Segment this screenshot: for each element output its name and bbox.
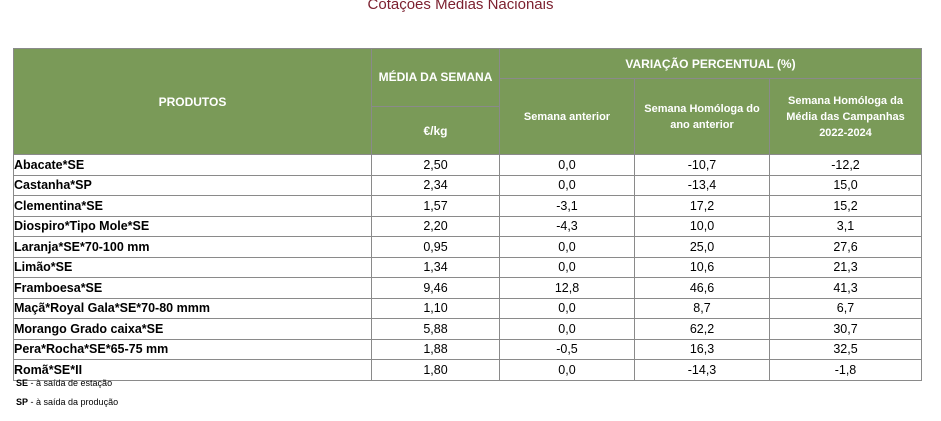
cell-var-semana: -3,1 <box>499 195 635 217</box>
cell-var-ano: 8,7 <box>634 297 770 319</box>
table-row: Pera*Rocha*SE*65-75 mm 1,88 -0,5 16,3 32,5 <box>13 338 922 360</box>
cell-media: 1,10 <box>371 297 500 319</box>
cell-var-campanhas: 41,3 <box>769 277 922 299</box>
footnote-abbr: SE <box>16 378 29 388</box>
cell-var-campanhas: 3,1 <box>769 215 922 237</box>
cell-media: 1,57 <box>371 195 500 217</box>
cell-var-campanhas: 27,6 <box>769 236 922 258</box>
cell-produto: Maçã*Royal Gala*SE*70-80 mmm <box>13 297 372 319</box>
cell-produto: Morango Grado caixa*SE <box>13 318 372 340</box>
table-row: Laranja*SE*70-100 mm 0,95 0,0 25,0 27,6 <box>13 236 922 258</box>
footnote-text: - à saída de estação <box>28 378 113 388</box>
prices-table: PRODUTOS MÉDIA DA SEMANA VARIAÇÃO PERCEN… <box>13 48 922 381</box>
cell-var-ano: -13,4 <box>634 174 770 196</box>
cell-var-ano: -10,7 <box>634 154 770 176</box>
cell-var-campanhas: 6,7 <box>769 297 922 319</box>
table-row: Morango Grado caixa*SE 5,88 0,0 62,2 30,7 <box>13 318 922 340</box>
cell-media: 1,34 <box>371 256 500 278</box>
cell-var-semana: 0,0 <box>499 318 635 340</box>
cell-media: 2,34 <box>371 174 500 196</box>
footnote-text: - à saída da produção <box>28 397 119 407</box>
cell-media: 9,46 <box>371 277 500 299</box>
cell-var-ano: 10,6 <box>634 256 770 278</box>
cell-var-ano: 16,3 <box>634 338 770 360</box>
table-row: Castanha*SP 2,34 0,0 -13,4 15,0 <box>13 174 922 196</box>
cell-var-semana: 0,0 <box>499 256 635 278</box>
cell-produto: Laranja*SE*70-100 mm <box>13 236 372 258</box>
cell-var-semana: 0,0 <box>499 174 635 196</box>
cell-produto: Castanha*SP <box>13 174 372 196</box>
cell-var-ano: 17,2 <box>634 195 770 217</box>
footnotes: SE - à saída de estação SP - à saída da … <box>16 378 118 416</box>
cell-media: 5,88 <box>371 318 500 340</box>
cell-var-campanhas: 15,2 <box>769 195 922 217</box>
cell-var-campanhas: 21,3 <box>769 256 922 278</box>
cell-var-semana: -4,3 <box>499 215 635 237</box>
cell-media: 0,95 <box>371 236 500 258</box>
cell-var-campanhas: -1,8 <box>769 359 922 381</box>
table-row: Maçã*Royal Gala*SE*70-80 mmm 1,10 0,0 8,7 6,… <box>13 297 922 319</box>
cell-var-semana: 0,0 <box>499 236 635 258</box>
cell-var-ano: 25,0 <box>634 236 770 258</box>
cell-var-ano: 62,2 <box>634 318 770 340</box>
footnote-sp: SP - à saída da produção <box>16 397 118 416</box>
cell-media: 2,50 <box>371 154 500 176</box>
table-row: Framboesa*SE 9,46 12,8 46,6 41,3 <box>13 277 922 299</box>
cell-var-campanhas: 15,0 <box>769 174 922 196</box>
header-media-semana: MÉDIA DA SEMANA <box>371 48 500 107</box>
cell-var-semana: 12,8 <box>499 277 635 299</box>
footnote-se: SE - à saída de estação <box>16 378 118 397</box>
table-row: Abacate*SE 2,50 0,0 -10,7 -12,2 <box>13 154 922 176</box>
header-semana-anterior: Semana anterior <box>499 78 635 155</box>
cell-produto: Framboesa*SE <box>13 277 372 299</box>
cell-var-semana: -0,5 <box>499 338 635 360</box>
header-produtos: PRODUTOS <box>13 48 372 155</box>
table-row: Limão*SE 1,34 0,0 10,6 21,3 <box>13 256 922 278</box>
cell-var-semana: 0,0 <box>499 359 635 381</box>
cell-produto: Abacate*SE <box>13 154 372 176</box>
cell-media: 1,88 <box>371 338 500 360</box>
header-semana-homologa-campanhas: Semana Homóloga da Média das Campanhas 2… <box>769 78 922 155</box>
table-row: Clementina*SE 1,57 -3,1 17,2 15,2 <box>13 195 922 217</box>
cell-var-campanhas: 32,5 <box>769 338 922 360</box>
footnote-abbr: SP <box>16 397 29 407</box>
header-variacao: VARIAÇÃO PERCENTUAL (%) <box>499 48 922 79</box>
cell-media: 1,80 <box>371 359 500 381</box>
header-semana-homologa: Semana Homóloga do ano anterior <box>634 78 770 155</box>
cell-var-semana: 0,0 <box>499 154 635 176</box>
cell-var-ano: -14,3 <box>634 359 770 381</box>
cell-var-semana: 0,0 <box>499 297 635 319</box>
cell-var-campanhas: 30,7 <box>769 318 922 340</box>
cell-produto: Pera*Rocha*SE*65-75 mm <box>13 338 372 360</box>
table-row: Romã*SE*II 1,80 0,0 -14,3 -1,8 <box>13 359 922 381</box>
cell-media: 2,20 <box>371 215 500 237</box>
cell-produto: Diospiro*Tipo Mole*SE <box>13 215 372 237</box>
cell-produto: Romã*SE*II <box>13 359 372 381</box>
cell-produto: Limão*SE <box>13 256 372 278</box>
page-title: Cotações Médias Nacionais <box>367 0 554 13</box>
cell-produto: Clementina*SE <box>13 195 372 217</box>
cell-var-ano: 10,0 <box>634 215 770 237</box>
header-unit: €/kg <box>371 106 500 155</box>
cell-var-ano: 46,6 <box>634 277 770 299</box>
table-row: Diospiro*Tipo Mole*SE 2,20 -4,3 10,0 3,1 <box>13 215 922 237</box>
cell-var-campanhas: -12,2 <box>769 154 922 176</box>
